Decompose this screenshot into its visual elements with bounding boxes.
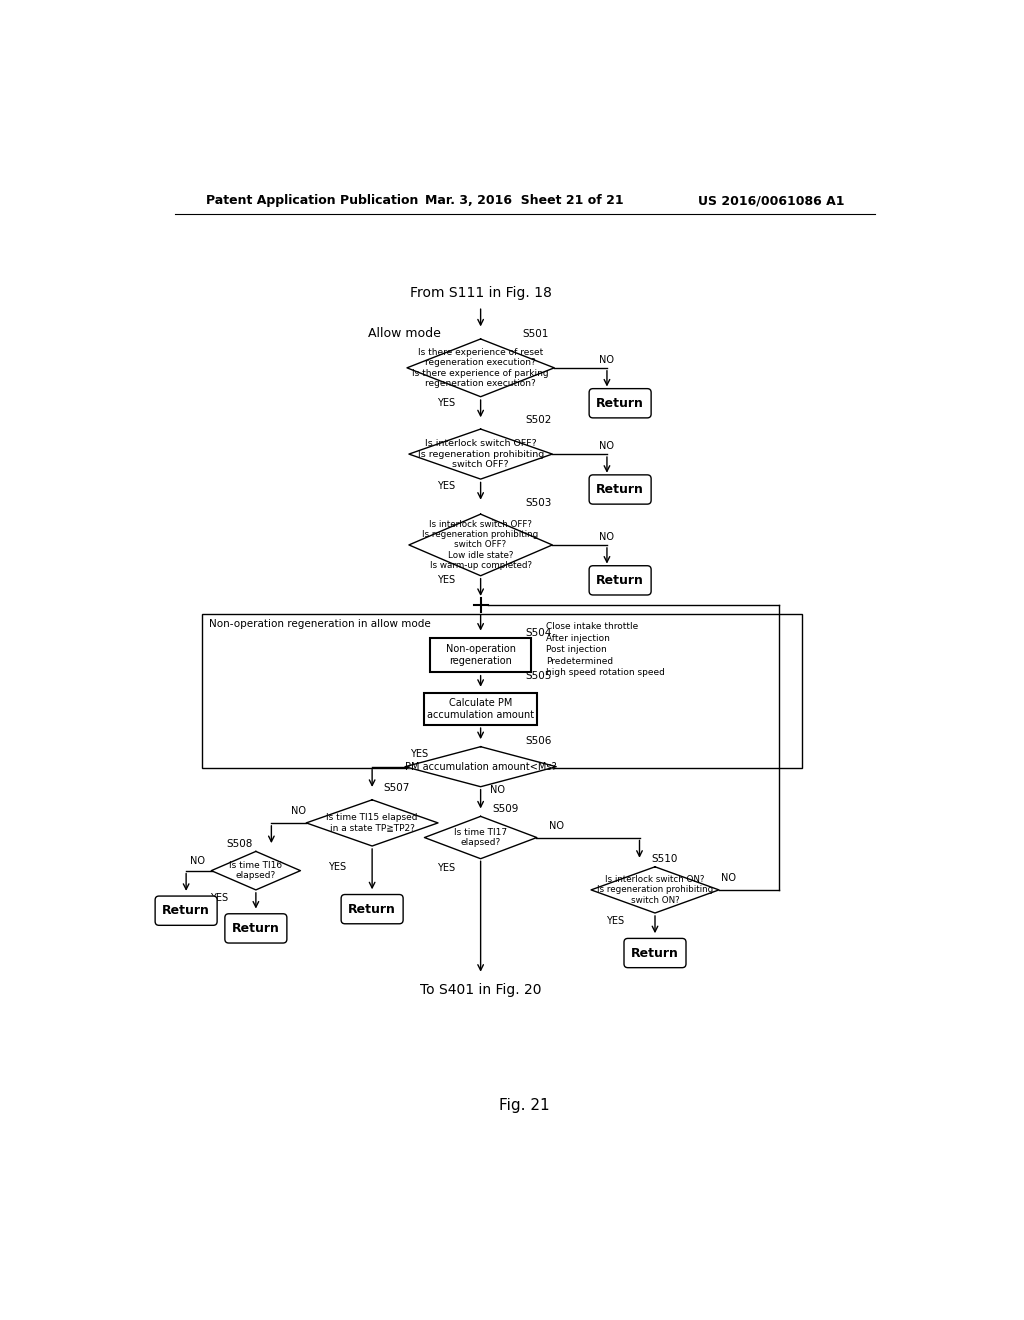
Text: YES: YES xyxy=(328,862,346,871)
Text: Return: Return xyxy=(348,903,396,916)
Text: Return: Return xyxy=(596,483,644,496)
Text: Non-operation
regeneration: Non-operation regeneration xyxy=(445,644,516,665)
Text: YES: YES xyxy=(436,482,455,491)
Text: Is time TI15 elapsed
in a state TP≧TP2?: Is time TI15 elapsed in a state TP≧TP2? xyxy=(327,813,418,833)
Text: Is interlock switch OFF?
Is regeneration prohibiting
switch OFF?
Low idle state?: Is interlock switch OFF? Is regeneration… xyxy=(423,520,539,570)
Text: YES: YES xyxy=(410,750,428,759)
Text: NO: NO xyxy=(599,355,614,366)
Text: Non-operation regeneration in allow mode: Non-operation regeneration in allow mode xyxy=(209,619,431,630)
Text: Close intake throttle: Close intake throttle xyxy=(547,622,639,631)
Text: S502: S502 xyxy=(525,416,552,425)
Text: NO: NO xyxy=(549,821,564,832)
Text: Return: Return xyxy=(596,574,644,587)
Polygon shape xyxy=(591,867,719,913)
Text: From S111 in Fig. 18: From S111 in Fig. 18 xyxy=(410,286,552,300)
Text: YES: YES xyxy=(210,892,228,903)
Text: YES: YES xyxy=(436,399,455,408)
Text: To S401 in Fig. 20: To S401 in Fig. 20 xyxy=(420,983,542,997)
Text: Is interlock switch OFF?
Is regeneration prohibiting
switch OFF?: Is interlock switch OFF? Is regeneration… xyxy=(418,440,544,469)
Text: Fig. 21: Fig. 21 xyxy=(500,1098,550,1113)
Text: Return: Return xyxy=(232,921,280,935)
FancyBboxPatch shape xyxy=(589,475,651,504)
Text: S503: S503 xyxy=(525,498,552,508)
Polygon shape xyxy=(211,851,300,890)
FancyBboxPatch shape xyxy=(624,939,686,968)
Text: S509: S509 xyxy=(493,804,518,814)
Text: high speed rotation speed: high speed rotation speed xyxy=(547,668,666,677)
Text: S508: S508 xyxy=(226,838,253,849)
Text: Patent Application Publication: Patent Application Publication xyxy=(206,194,418,207)
Text: Is time TI16
elapsed?: Is time TI16 elapsed? xyxy=(229,861,283,880)
Text: Mar. 3, 2016  Sheet 21 of 21: Mar. 3, 2016 Sheet 21 of 21 xyxy=(426,194,624,207)
FancyBboxPatch shape xyxy=(430,638,531,672)
Text: Is time TI17
elapsed?: Is time TI17 elapsed? xyxy=(454,828,507,847)
Text: NO: NO xyxy=(721,874,736,883)
Text: NO: NO xyxy=(489,785,505,795)
Text: NO: NO xyxy=(291,807,306,816)
Text: NO: NO xyxy=(190,855,205,866)
Text: S506: S506 xyxy=(525,737,552,746)
Text: After injection: After injection xyxy=(547,634,610,643)
Text: Is interlock switch ON?
Is regeneration prohibiting
switch ON?: Is interlock switch ON? Is regeneration … xyxy=(597,875,713,904)
FancyBboxPatch shape xyxy=(589,388,651,418)
Text: Return: Return xyxy=(162,904,210,917)
FancyBboxPatch shape xyxy=(424,693,537,725)
Text: S504: S504 xyxy=(525,628,552,639)
Text: S507: S507 xyxy=(384,783,411,793)
Text: S501: S501 xyxy=(522,329,549,339)
Text: YES: YES xyxy=(436,863,455,874)
Text: Post injection: Post injection xyxy=(547,645,607,655)
Text: S505: S505 xyxy=(525,671,552,681)
Text: YES: YES xyxy=(436,576,455,585)
Text: YES: YES xyxy=(605,916,624,925)
Text: NO: NO xyxy=(599,532,614,543)
Text: NO: NO xyxy=(599,441,614,451)
Text: Allow mode: Allow mode xyxy=(369,327,441,341)
Polygon shape xyxy=(424,816,537,859)
Text: S510: S510 xyxy=(651,854,678,865)
Text: Is there experience of reset
regeneration execution?
Is there experience of park: Is there experience of reset regeneratio… xyxy=(413,347,549,388)
Text: Return: Return xyxy=(596,397,644,409)
Polygon shape xyxy=(407,339,554,397)
Text: PM accumulation amount<Ms?: PM accumulation amount<Ms? xyxy=(404,762,556,772)
FancyBboxPatch shape xyxy=(589,566,651,595)
Polygon shape xyxy=(409,429,552,479)
Text: US 2016/0061086 A1: US 2016/0061086 A1 xyxy=(697,194,844,207)
FancyBboxPatch shape xyxy=(341,895,403,924)
Text: Predetermined: Predetermined xyxy=(547,657,613,665)
Polygon shape xyxy=(409,515,552,576)
FancyBboxPatch shape xyxy=(225,913,287,942)
Text: Calculate PM
accumulation amount: Calculate PM accumulation amount xyxy=(427,698,535,719)
Text: Return: Return xyxy=(631,946,679,960)
FancyBboxPatch shape xyxy=(202,614,802,768)
FancyBboxPatch shape xyxy=(155,896,217,925)
Polygon shape xyxy=(306,800,438,846)
Polygon shape xyxy=(406,747,556,787)
